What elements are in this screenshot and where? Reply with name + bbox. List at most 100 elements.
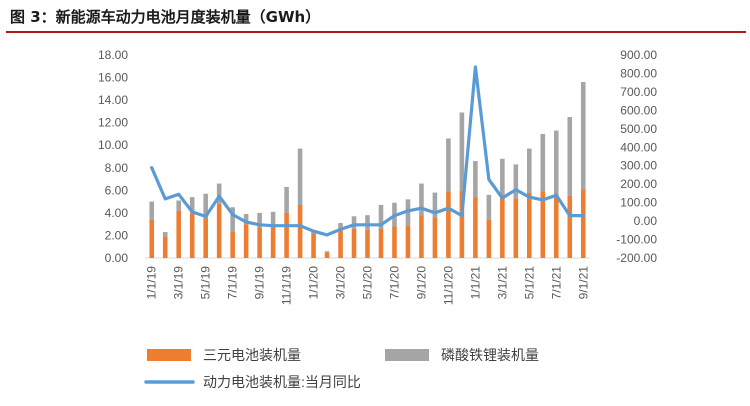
line-series — [150, 65, 585, 237]
x-axis-tick-label: 1/1/20 — [307, 266, 321, 300]
lfp-bar — [351, 216, 357, 229]
ncm-bar — [162, 236, 168, 258]
right-axis-tick-label: 200.00 — [620, 177, 657, 191]
ncm-bar — [527, 192, 532, 258]
lfp-bar — [176, 200, 182, 211]
right-axis-tick-label: 400.00 — [620, 140, 657, 154]
ncm-bar — [365, 229, 370, 258]
x-axis-tick-label: 3/1/19 — [172, 266, 186, 300]
lfp-bar — [459, 112, 465, 191]
left-axis-tick-label: 6.00 — [105, 183, 129, 197]
right-axis-tick-label: 700.00 — [620, 85, 657, 99]
x-axis-tick-label: 5/1/21 — [522, 266, 536, 300]
ncm-bar — [553, 194, 559, 258]
left-axis-tick-label: 0.00 — [105, 251, 129, 265]
ncm-bar — [284, 212, 289, 258]
ncm-bar — [540, 191, 546, 258]
figure-header: 图 3：新能源车动力电池月度装机量（GWh） — [0, 0, 750, 34]
lfp-bar — [257, 212, 262, 228]
ncm-bar — [432, 217, 438, 258]
x-axis-tick-label: 5/1/19 — [199, 266, 213, 300]
legend-lfp-swatch — [385, 349, 429, 361]
ncm-bar — [473, 197, 478, 258]
lfp-bar — [297, 148, 303, 205]
x-axis-tick-label: 7/1/21 — [549, 266, 563, 300]
bar-series — [149, 82, 586, 258]
lfp-bar — [580, 82, 586, 190]
ncm-bar — [459, 190, 465, 258]
legend-lfp-label: 磷酸铁锂装机量 — [441, 347, 539, 363]
x-axis-tick-label: 5/1/20 — [361, 266, 375, 300]
yoy-line — [150, 65, 585, 237]
ncm-bar — [216, 203, 222, 258]
lfp-bar — [284, 186, 289, 213]
legend-ncm-swatch — [147, 349, 191, 361]
lfp-bar — [540, 133, 546, 192]
left-axis-tick-label: 16.00 — [98, 71, 128, 85]
figure-title: 图 3：新能源车动力电池月度装机量（GWh） — [10, 8, 321, 26]
ncm-bar — [351, 228, 357, 258]
ncm-bar — [257, 227, 262, 258]
right-axis-tick-label: 100.00 — [620, 196, 657, 210]
right-axis-tick-label: -200.00 — [616, 251, 657, 265]
lfp-bar — [230, 207, 235, 233]
ncm-bar — [486, 219, 492, 258]
ncm-bar — [230, 232, 235, 258]
left-axis-tick-label: 2.00 — [105, 228, 129, 242]
ncm-bar — [378, 228, 384, 258]
lfp-bar — [527, 148, 532, 193]
lfp-bar — [500, 158, 505, 196]
ncm-bar — [324, 252, 330, 258]
ncm-bar — [392, 226, 397, 258]
ncm-bar — [270, 226, 276, 258]
ncm-bar — [203, 218, 208, 258]
header-rule — [6, 31, 746, 33]
ncm-bar — [513, 198, 519, 258]
ncm-bar — [580, 189, 586, 258]
left-axis-tick-label: 4.00 — [105, 206, 129, 220]
lfp-bar — [338, 223, 343, 230]
x-axis-tick-label: 1/1/21 — [468, 266, 482, 300]
x-axis-tick-label: 9/1/21 — [576, 266, 590, 300]
ncm-bar — [338, 229, 343, 258]
left-axis-tick-label: 14.00 — [98, 93, 128, 107]
x-axis-tick-label: 11/1/20 — [441, 266, 455, 305]
lfp-bar — [365, 215, 370, 230]
lfp-bar — [149, 201, 155, 220]
lfp-bar — [243, 214, 249, 225]
lfp-bar — [378, 204, 384, 229]
right-axis-tick-label: -100.00 — [616, 233, 657, 247]
lfp-bar — [432, 192, 438, 218]
lfp-bar — [189, 197, 195, 215]
lfp-bar — [216, 183, 222, 204]
lfp-bar — [553, 130, 559, 195]
lfp-bar — [446, 138, 451, 192]
x-axis-tick-label: 7/1/19 — [226, 266, 240, 300]
ncm-bar — [419, 215, 424, 258]
left-axis-tick-label: 18.00 — [98, 48, 128, 62]
x-axis-tick-label: 11/1/19 — [280, 266, 294, 305]
ncm-bar — [311, 233, 316, 258]
x-axis-tick-label: 9/1/19 — [253, 266, 267, 300]
lfp-bar — [473, 161, 478, 198]
right-axis-tick-label: 800.00 — [620, 66, 657, 80]
ncm-bar — [243, 224, 249, 258]
lfp-bar — [419, 183, 424, 216]
lfp-bar — [270, 211, 276, 227]
left-axis-tick-label: 12.00 — [98, 116, 128, 130]
legend-ncm-label: 三元电池装机量 — [203, 347, 301, 363]
lfp-bar — [567, 117, 573, 196]
ncm-bar — [149, 219, 155, 258]
right-axis-tick-label: 500.00 — [620, 122, 657, 136]
x-axis-tick-label: 1/1/19 — [145, 266, 159, 300]
lfp-bar — [513, 164, 519, 199]
x-axis-tick-label: 7/1/20 — [387, 266, 401, 300]
right-axis-tick-label: 300.00 — [620, 159, 657, 173]
x-axis-tick-label: 3/1/20 — [334, 266, 348, 300]
lfp-bar — [324, 251, 330, 253]
x-axis-tick-label: 9/1/20 — [414, 266, 428, 300]
ncm-bar — [567, 195, 573, 258]
ncm-bar — [405, 225, 411, 258]
